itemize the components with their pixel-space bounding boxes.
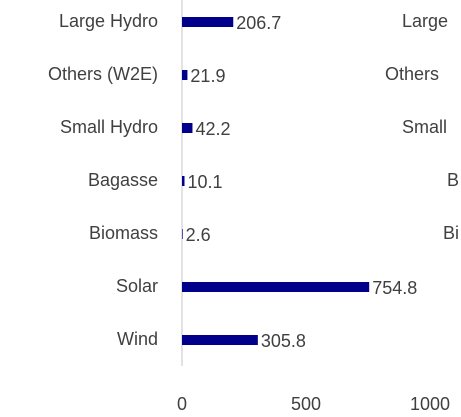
value-label: 42.2: [195, 119, 230, 139]
partial-label: Others: [385, 64, 439, 84]
bar: [182, 282, 370, 292]
value-label: 2.6: [186, 225, 211, 245]
x-tick-label: 500: [291, 394, 321, 414]
value-label: 21.9: [190, 66, 225, 86]
partial-label: Large: [402, 11, 448, 31]
bar: [182, 17, 234, 27]
bar: [182, 335, 258, 345]
bar: [182, 70, 188, 80]
partial-label: Small: [402, 117, 447, 137]
bar: [182, 176, 185, 186]
y-tick-label: Bagasse: [88, 170, 158, 190]
value-label: 206.7: [236, 13, 281, 33]
value-label: 305.8: [261, 331, 306, 351]
y-tick-label: Others (W2E): [48, 64, 158, 84]
value-label: 754.8: [372, 278, 417, 298]
partial-label: B: [447, 170, 459, 190]
y-tick-label: Large Hydro: [59, 11, 158, 31]
x-tick-label: 0: [177, 394, 187, 414]
y-tick-label: Biomass: [89, 223, 158, 243]
y-tick-label: Solar: [116, 276, 158, 296]
value-label: 10.1: [188, 172, 223, 192]
bar: [182, 123, 193, 133]
bar: [182, 229, 183, 239]
y-tick-label: Small Hydro: [60, 117, 158, 137]
x-tick-label: 1000: [410, 394, 450, 414]
y-tick-label: Wind: [117, 329, 158, 349]
partial-label: Bi: [443, 223, 459, 243]
